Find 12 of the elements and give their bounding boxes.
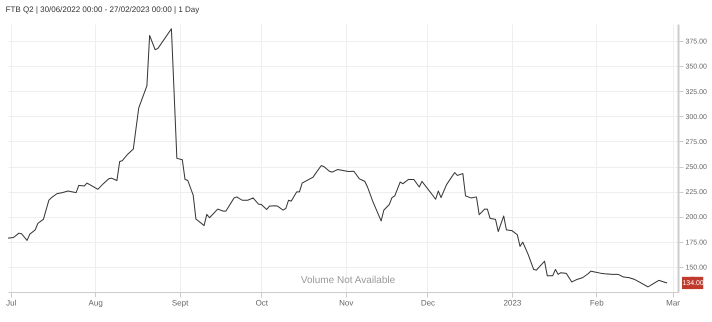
x-tick-label: Oct — [256, 298, 269, 308]
x-tick-label: Nov — [339, 298, 354, 308]
x-tick-label: 2023 — [503, 298, 522, 308]
x-tick-label: Sept — [172, 298, 190, 308]
x-tick-label: Jul — [6, 298, 17, 308]
annotation: Volume Not Available — [300, 275, 396, 286]
x-tick-label: Feb — [590, 298, 604, 308]
chart-title: FTB Q2 | 30/06/2022 00:00 - 27/02/2023 00:00 | 1 Day — [6, 5, 200, 14]
line-series — [8, 28, 668, 288]
x-tick-label: Aug — [88, 298, 103, 308]
x-tick-label: Mar — [666, 298, 680, 308]
x-tick-label: Dec — [420, 298, 436, 308]
